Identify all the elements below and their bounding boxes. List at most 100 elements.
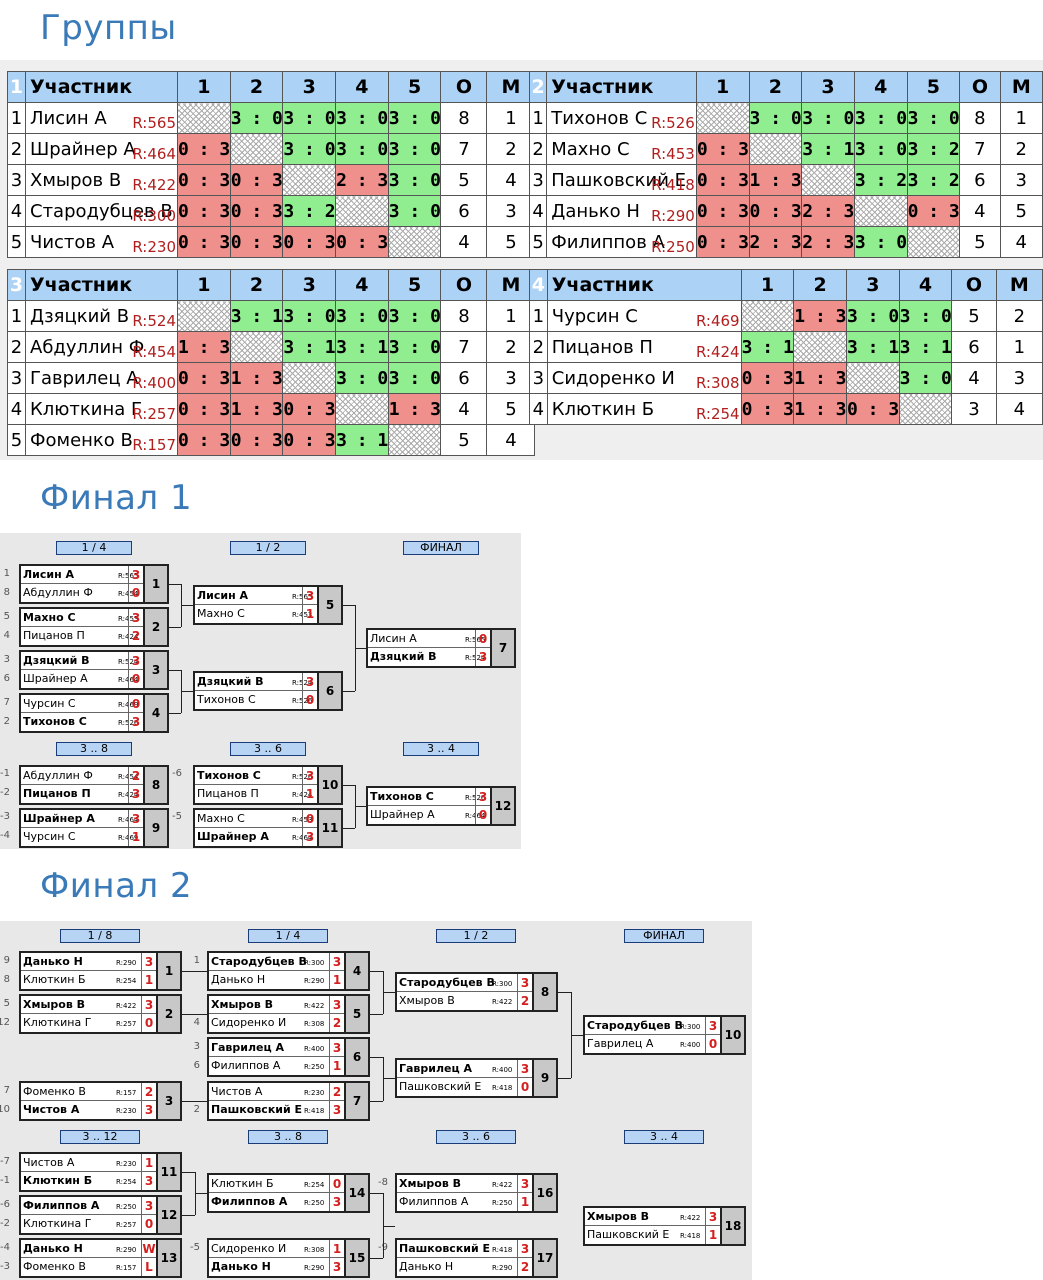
score-cell[interactable]: 0 : 3: [335, 226, 389, 258]
match-player[interactable]: Тихонов С R:526 3: [195, 767, 317, 785]
participant-name[interactable]: Гаврилец А R:400: [25, 362, 178, 394]
participant-name[interactable]: Махно С R:453: [546, 133, 697, 165]
score-cell[interactable]: 1 : 3: [387, 393, 442, 425]
match-box[interactable]: Тихонов С R:526 3 Пицанов П R:424 1 10: [193, 765, 343, 805]
participant-name[interactable]: Филиппов А R:250: [546, 226, 697, 258]
match-player[interactable]: Данько Н R:290 2: [397, 1258, 532, 1276]
participant-name[interactable]: Тихонов С R:526: [546, 102, 697, 134]
match-box[interactable]: Стародубцев В R:300 3 Гаврилец А R:400 0 10: [583, 1015, 746, 1055]
match-player[interactable]: Пашковский Е R:418 0: [397, 1078, 532, 1096]
match-player[interactable]: Махно С R:453 3: [21, 609, 143, 627]
score-cell[interactable]: 3 : 2: [906, 164, 961, 196]
score-cell[interactable]: 1 : 3: [793, 362, 847, 394]
score-cell[interactable]: 1 : 3: [229, 362, 284, 394]
match-box[interactable]: Хмыров В R:422 3 Филиппов А R:250 1 16: [395, 1173, 558, 1213]
score-cell[interactable]: 0 : 3: [282, 424, 337, 456]
match-player[interactable]: Фоменко В R:157 L: [21, 1258, 156, 1276]
score-cell[interactable]: 3 : 1: [898, 331, 953, 363]
score-cell[interactable]: 1 : 3: [748, 164, 803, 196]
match-player[interactable]: Хмыров В R:422 3: [397, 1175, 532, 1193]
match-player[interactable]: Пицанов П R:424 3: [21, 785, 143, 803]
score-cell[interactable]: 1 : 3: [793, 393, 847, 425]
participant-name[interactable]: Пашковский Е R:418: [546, 164, 697, 196]
match-box[interactable]: Филиппов А R:250 3 Клюткина Г R:257 0 12: [19, 1195, 182, 1235]
score-cell[interactable]: 3 : 2: [906, 133, 961, 165]
match-box[interactable]: Лисин А R:565 0 Дзяцкий В R:524 3 7: [366, 628, 516, 668]
match-box[interactable]: Клюткин Б R:254 0 Филиппов А R:250 3 14: [207, 1173, 370, 1213]
match-player[interactable]: Лисин А R:565 0: [368, 630, 490, 648]
match-player[interactable]: Лисин А R:565 3: [195, 587, 317, 605]
match-box[interactable]: Лисин А R:565 3 Абдуллин Ф R:454 0 1: [19, 564, 169, 604]
score-cell[interactable]: 3 : 0: [282, 300, 337, 332]
score-cell[interactable]: 0 : 3: [229, 226, 284, 258]
score-cell[interactable]: 2 : 3: [801, 226, 855, 258]
match-player[interactable]: Хмыров В R:422 3: [21, 996, 156, 1014]
match-box[interactable]: Дзяцкий В R:524 3 Тихонов С R:526 0 6: [193, 671, 343, 711]
score-cell[interactable]: 2 : 3: [335, 164, 389, 196]
score-cell[interactable]: 3 : 0: [229, 102, 284, 134]
score-cell[interactable]: 3 : 0: [335, 362, 389, 394]
match-player[interactable]: Хмыров В R:422 3: [209, 996, 344, 1014]
score-cell[interactable]: 3 : 0: [335, 133, 389, 165]
match-player[interactable]: Пицанов П R:424 2: [21, 627, 143, 645]
match-player[interactable]: Клюткин Б R:254 0: [209, 1175, 344, 1193]
score-cell[interactable]: 3 : 0: [853, 226, 908, 258]
score-cell[interactable]: 3 : 0: [801, 102, 855, 134]
score-cell[interactable]: 1 : 3: [229, 393, 284, 425]
match-player[interactable]: Лисин А R:565 3: [21, 566, 143, 584]
score-cell[interactable]: 3 : 1: [845, 331, 900, 363]
score-cell[interactable]: 0 : 3: [229, 164, 284, 196]
match-player[interactable]: Данько Н R:290 3: [21, 953, 156, 971]
match-player[interactable]: Данько Н R:290 3: [209, 1258, 344, 1276]
match-player[interactable]: Данько Н R:290 W: [21, 1240, 156, 1258]
score-cell[interactable]: 3 : 0: [748, 102, 803, 134]
match-player[interactable]: Пицанов П R:424 1: [195, 785, 317, 803]
match-player[interactable]: Дзяцкий В R:524 3: [368, 648, 490, 666]
match-box[interactable]: Хмыров В R:422 3 Пашковский Е R:418 1 18: [583, 1206, 746, 1246]
match-player[interactable]: Махно С R:453 1: [195, 605, 317, 623]
score-cell[interactable]: 3 : 0: [282, 133, 337, 165]
score-cell[interactable]: 0 : 3: [748, 195, 803, 227]
score-cell[interactable]: 0 : 3: [845, 393, 900, 425]
score-cell[interactable]: 3 : 1: [740, 331, 795, 363]
participant-name[interactable]: Клюткина Г R:257: [25, 393, 178, 425]
match-box[interactable]: Пашковский Е R:418 3 Данько Н R:290 2 17: [395, 1238, 558, 1278]
match-player[interactable]: Филиппов А R:250 1: [209, 1057, 344, 1075]
participant-name[interactable]: Лисин А R:565: [25, 102, 178, 134]
participant-name[interactable]: Чистов А R:230: [25, 226, 178, 258]
participant-name[interactable]: Абдуллин Ф R:454: [25, 331, 178, 363]
score-cell[interactable]: 3 : 1: [282, 331, 337, 363]
match-player[interactable]: Чистов А R:230 3: [21, 1101, 156, 1119]
match-player[interactable]: Клюткин Б R:254 3: [21, 1172, 156, 1190]
participant-name[interactable]: Шрайнер А R:464: [25, 133, 178, 165]
match-player[interactable]: Клюткина Г R:257 0: [21, 1014, 156, 1032]
participant-name[interactable]: Клюткин Б R:254: [546, 393, 742, 425]
match-player[interactable]: Тихонов С R:526 3: [21, 713, 143, 731]
score-cell[interactable]: 3 : 0: [387, 362, 442, 394]
match-player[interactable]: Чурсин С R:469 0: [21, 695, 143, 713]
match-player[interactable]: Филиппов А R:250 3: [21, 1197, 156, 1215]
match-box[interactable]: Сидоренко И R:308 1 Данько Н R:290 3 15: [207, 1238, 370, 1278]
match-box[interactable]: Шрайнер А R:464 3 Чурсин С R:469 1 9: [19, 808, 169, 848]
match-box[interactable]: Тихонов С R:526 3 Шрайнер А R:464 0 12: [366, 786, 516, 826]
match-box[interactable]: Лисин А R:565 3 Махно С R:453 1 5: [193, 585, 343, 625]
match-box[interactable]: Данько Н R:290 W Фоменко В R:157 L 13: [19, 1238, 182, 1278]
match-player[interactable]: Шрайнер А R:464 0: [21, 670, 143, 688]
match-player[interactable]: Фоменко В R:157 2: [21, 1083, 156, 1101]
match-box[interactable]: Махно С R:453 0 Шрайнер А R:464 3 11: [193, 808, 343, 848]
score-cell[interactable]: 3 : 1: [335, 424, 389, 456]
score-cell[interactable]: 3 : 0: [853, 133, 908, 165]
score-cell[interactable]: 2 : 3: [748, 226, 803, 258]
score-cell[interactable]: 0 : 3: [695, 195, 750, 227]
match-player[interactable]: Гаврилец А R:400 3: [397, 1060, 532, 1078]
score-cell[interactable]: 0 : 3: [177, 164, 231, 196]
score-cell[interactable]: 3 : 0: [282, 102, 337, 134]
match-player[interactable]: Пашковский Е R:418 3: [209, 1101, 344, 1119]
score-cell[interactable]: 0 : 3: [177, 195, 231, 227]
score-cell[interactable]: 0 : 3: [177, 424, 231, 456]
score-cell[interactable]: 0 : 3: [282, 393, 337, 425]
score-cell[interactable]: 2 : 3: [801, 195, 855, 227]
match-player[interactable]: Дзяцкий В R:524 3: [21, 652, 143, 670]
score-cell[interactable]: 0 : 3: [177, 362, 231, 394]
match-player[interactable]: Махно С R:453 0: [195, 810, 317, 828]
